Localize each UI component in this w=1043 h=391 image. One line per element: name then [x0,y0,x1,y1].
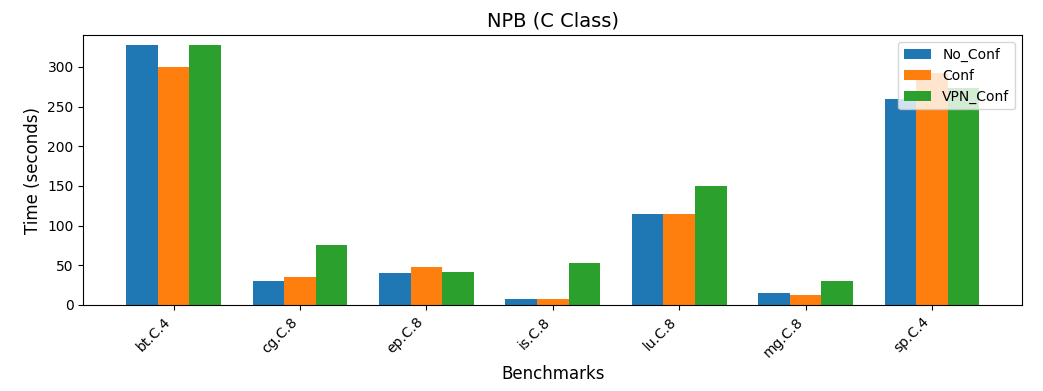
Bar [695,186,727,305]
Bar [884,99,916,305]
Bar [632,214,663,305]
Bar [126,45,157,305]
Bar [916,73,948,305]
Bar [758,293,790,305]
Bar [379,273,411,305]
Bar [790,295,822,305]
Title: NPB (C Class): NPB (C Class) [487,12,618,31]
Bar [568,263,600,305]
Bar [190,45,221,305]
Bar [663,214,695,305]
Legend: No_Conf, Conf, VPN_Conf: No_Conf, Conf, VPN_Conf [898,42,1015,109]
Bar [822,281,853,305]
Bar [252,281,284,305]
Y-axis label: Time (seconds): Time (seconds) [24,107,42,233]
Bar [157,67,190,305]
Bar [284,277,316,305]
Bar [411,267,442,305]
Bar [948,88,979,305]
Bar [506,300,537,305]
Bar [537,299,568,305]
Bar [442,272,474,305]
Bar [316,246,347,305]
X-axis label: Benchmarks: Benchmarks [501,365,605,383]
